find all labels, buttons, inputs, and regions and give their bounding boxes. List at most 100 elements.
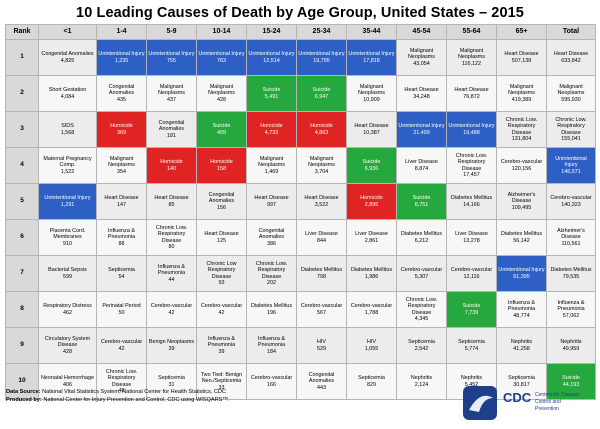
death-count: 2,861 <box>364 237 379 244</box>
death-count: 1,291 <box>60 201 75 208</box>
cause-name: Homicide <box>160 159 183 166</box>
cause-cell: Diabetes Mellitus 196 <box>246 291 297 328</box>
death-count: 3,704 <box>314 168 329 175</box>
cause-name: Suicide <box>412 195 431 202</box>
death-count: 5,491 <box>264 93 279 100</box>
header-age-group: Total <box>546 24 596 40</box>
cause-cell: Suicide 8,751 <box>396 183 447 220</box>
cause-cell: Two Tied: Benign Neo./Septicemia 33 <box>196 363 247 400</box>
death-count: 40 <box>118 387 125 394</box>
cause-name: Unintentional Injury <box>348 51 395 58</box>
cause-cell: Heart Disease 85 <box>146 183 197 220</box>
cause-cell: Unintentional Injury 755 <box>146 39 197 76</box>
death-count: 79,535 <box>562 273 580 280</box>
death-count: 51,395 <box>513 273 530 280</box>
death-count: 829 <box>367 381 376 388</box>
death-count: 2,542 <box>414 345 429 352</box>
cause-name: Unintentional Injury <box>555 156 587 169</box>
death-count: 4,345 <box>414 315 429 322</box>
death-count: 4,825 <box>60 57 75 64</box>
table-row: 1 Congenital Anomalies 4,825 Unintentional … <box>5 39 596 76</box>
death-count: 5,307 <box>414 273 429 280</box>
cause-cell: Homicide 158 <box>196 147 247 184</box>
footer: Data Source: National Vital Statistics S… <box>6 389 230 404</box>
rank-cell: 6 <box>5 219 39 256</box>
death-count: 428 <box>217 96 226 103</box>
cause-cell: Diabetes Mellitus 798 <box>296 255 347 292</box>
cause-cell: Chronic Low. Respiratory Disease 40 <box>96 363 147 400</box>
rank-cell: 10 <box>5 363 39 400</box>
death-count: 156 <box>217 204 226 211</box>
cause-cell: Chronic Low. Respiratory Disease 155,041 <box>546 111 596 148</box>
cause-cell: Congenital Anomalies 386 <box>246 219 297 256</box>
death-count: 435 <box>117 96 126 103</box>
cause-cell: Placenta Cord. Membranes 910 <box>38 219 97 256</box>
cause-cell: Septicemia 5,774 <box>446 327 497 364</box>
death-count: 4,084 <box>60 93 75 100</box>
cause-cell: Malignant Neoplasms 10,909 <box>346 75 397 112</box>
death-count: 158 <box>217 165 226 172</box>
cause-cell: Chronic Low. Respiratory Disease 80 <box>146 219 197 256</box>
death-count: 43,054 <box>413 60 430 67</box>
cause-cell: Cerebro-vascular 42 <box>146 291 197 328</box>
death-count: 8,751 <box>414 201 429 208</box>
death-count: 6,212 <box>414 237 429 244</box>
cause-name: Malignant Neoplasms <box>208 84 235 97</box>
cause-name: Unintentional Injury <box>248 51 295 58</box>
cause-name: Septicemia <box>358 375 385 382</box>
cause-name: Influenza & Pneumonia <box>157 264 186 277</box>
cause-cell: Septicemia 31 <box>146 363 197 400</box>
table-row: 2 Short Gestation 4,084 Congenital Anomalie… <box>5 75 596 112</box>
cause-name: Influenza & Pneumonia <box>207 336 236 349</box>
cause-name: Suicide <box>562 375 580 382</box>
cause-name: Influenza & Pneumonia <box>107 228 136 241</box>
cause-cell: Congenital Anomalies 443 <box>296 363 347 400</box>
death-count: 10,387 <box>363 129 380 136</box>
cause-cell: Unintentional Injury 12,514 <box>246 39 297 76</box>
cause-name: Chronic Low. Respiratory Disease <box>105 369 138 388</box>
cause-cell: Chronic Low. Respiratory Disease 131,804 <box>496 111 547 148</box>
cause-cell: Unintentional Injury 1,291 <box>38 183 97 220</box>
cause-name: Heart Disease <box>104 195 139 202</box>
header-age-group: 65+ <box>496 24 547 40</box>
cause-cell: Cerebro-vascular 166 <box>246 363 297 400</box>
death-count: 763 <box>217 57 226 64</box>
cause-cell: Heart Disease 125 <box>196 219 247 256</box>
cause-cell: Malignant Neoplasms 3,704 <box>296 147 347 184</box>
data-source-text: National Vital Statistics System, Nation… <box>42 389 227 395</box>
cause-cell: Malignant Neoplasms 595,930 <box>546 75 596 112</box>
death-count: 19,488 <box>463 129 480 136</box>
cause-name: Homicide <box>310 123 333 130</box>
cause-cell: Unintentional Injury 1,235 <box>96 39 147 76</box>
death-count: 12,116 <box>463 273 480 280</box>
cause-name: Diabetes Mellitus <box>400 231 443 238</box>
cause-name: Unintentional Injury <box>98 51 145 58</box>
header-age-group: 1-4 <box>96 24 147 40</box>
cause-name: Malignant Neoplasms <box>308 156 335 169</box>
death-count: 8,874 <box>414 165 429 172</box>
death-count: 155,041 <box>561 135 581 142</box>
causes-of-death-table: Rank <1 1-4 5-9 10-14 15-24 25-34 35-44 45-54 55-… <box>5 24 596 400</box>
cause-cell: Congenital Anomalies 435 <box>96 75 147 112</box>
rank-cell: 4 <box>5 147 39 184</box>
death-count: 599 <box>63 273 72 280</box>
cause-name: Heart Disease <box>154 195 189 202</box>
cause-name: Heart Disease <box>553 51 589 58</box>
rank-cell: 9 <box>5 327 39 364</box>
death-count: 1,055 <box>364 345 379 352</box>
death-count: 2,124 <box>414 381 429 388</box>
cause-name: Homicide <box>210 159 233 166</box>
death-count: 369 <box>117 129 126 136</box>
cause-name: Cerebro-vascular <box>100 339 143 346</box>
cause-cell: Heart Disease 507,138 <box>496 39 547 76</box>
cause-name: Diabetes Mellitus <box>250 303 293 310</box>
death-count: 4,863 <box>314 129 329 136</box>
cause-name: Chronic Low. Respiratory Disease <box>505 117 538 136</box>
death-count: 184 <box>267 348 276 355</box>
cause-cell: Neonatal Hemorrhage 406 <box>38 363 97 400</box>
cause-name: Heart Disease <box>454 87 489 94</box>
cause-name: Congenital Anomalies <box>41 51 94 58</box>
logo-line1: Centers for Disease <box>535 392 579 398</box>
cause-cell: Heart Disease 10,387 <box>346 111 397 148</box>
rank-cell: 7 <box>5 255 39 292</box>
